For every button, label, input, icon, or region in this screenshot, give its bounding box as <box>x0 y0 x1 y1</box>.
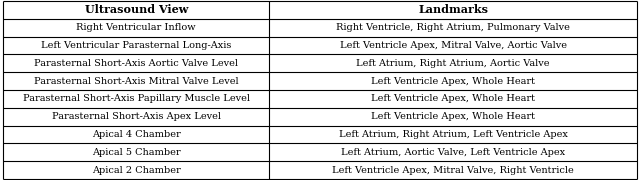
Text: Parasternal Short-Axis Mitral Valve Level: Parasternal Short-Axis Mitral Valve Leve… <box>34 77 239 86</box>
Text: Ultrasound View: Ultrasound View <box>84 4 188 15</box>
Text: Apical 2 Chamber: Apical 2 Chamber <box>92 166 180 175</box>
Text: Right Ventricle, Right Atrium, Pulmonary Valve: Right Ventricle, Right Atrium, Pulmonary… <box>336 23 570 32</box>
Text: Left Ventricle Apex, Mitral Valve, Right Ventricle: Left Ventricle Apex, Mitral Valve, Right… <box>332 166 574 175</box>
Text: Left Ventricle Apex, Whole Heart: Left Ventricle Apex, Whole Heart <box>371 77 535 86</box>
Text: Left Ventricle Apex, Mitral Valve, Aortic Valve: Left Ventricle Apex, Mitral Valve, Aorti… <box>340 41 566 50</box>
Text: Left Ventricle Apex, Whole Heart: Left Ventricle Apex, Whole Heart <box>371 112 535 121</box>
Text: Left Atrium, Right Atrium, Left Ventricle Apex: Left Atrium, Right Atrium, Left Ventricl… <box>339 130 568 139</box>
Text: Left Ventricular Parasternal Long-Axis: Left Ventricular Parasternal Long-Axis <box>41 41 232 50</box>
Text: Parasternal Short-Axis Apex Level: Parasternal Short-Axis Apex Level <box>52 112 221 121</box>
Text: Left Atrium, Aortic Valve, Left Ventricle Apex: Left Atrium, Aortic Valve, Left Ventricl… <box>341 148 565 157</box>
Text: Apical 5 Chamber: Apical 5 Chamber <box>92 148 180 157</box>
Text: Landmarks: Landmarks <box>418 4 488 15</box>
Text: Parasternal Short-Axis Papillary Muscle Level: Parasternal Short-Axis Papillary Muscle … <box>23 94 250 103</box>
Text: Right Ventricular Inflow: Right Ventricular Inflow <box>76 23 196 32</box>
Text: Apical 4 Chamber: Apical 4 Chamber <box>92 130 180 139</box>
Text: Left Atrium, Right Atrium, Aortic Valve: Left Atrium, Right Atrium, Aortic Valve <box>356 59 550 68</box>
Text: Left Ventricle Apex, Whole Heart: Left Ventricle Apex, Whole Heart <box>371 94 535 103</box>
Text: Parasternal Short-Axis Aortic Valve Level: Parasternal Short-Axis Aortic Valve Leve… <box>35 59 238 68</box>
